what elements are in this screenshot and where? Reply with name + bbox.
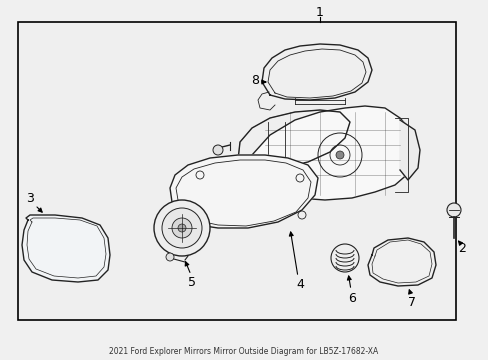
- Text: 4: 4: [295, 279, 304, 292]
- Circle shape: [165, 253, 174, 261]
- Circle shape: [330, 244, 358, 272]
- Text: 7: 7: [407, 296, 415, 309]
- Circle shape: [162, 208, 202, 248]
- Polygon shape: [399, 120, 419, 180]
- Text: 1: 1: [315, 5, 323, 18]
- Bar: [18, 22, 455, 320]
- Polygon shape: [22, 215, 110, 282]
- Circle shape: [213, 145, 223, 155]
- Text: 3: 3: [26, 192, 34, 204]
- Polygon shape: [170, 155, 317, 228]
- Polygon shape: [367, 238, 435, 286]
- Polygon shape: [240, 106, 417, 200]
- Circle shape: [154, 200, 209, 256]
- Text: 6: 6: [347, 292, 355, 305]
- Circle shape: [335, 151, 343, 159]
- Circle shape: [178, 224, 185, 232]
- Text: 8: 8: [250, 73, 259, 86]
- Circle shape: [446, 203, 460, 217]
- Text: 5: 5: [187, 275, 196, 288]
- Text: 2: 2: [457, 242, 465, 255]
- Circle shape: [172, 218, 192, 238]
- Text: 2021 Ford Explorer Mirrors Mirror Outside Diagram for LB5Z-17682-XA: 2021 Ford Explorer Mirrors Mirror Outsid…: [109, 347, 378, 356]
